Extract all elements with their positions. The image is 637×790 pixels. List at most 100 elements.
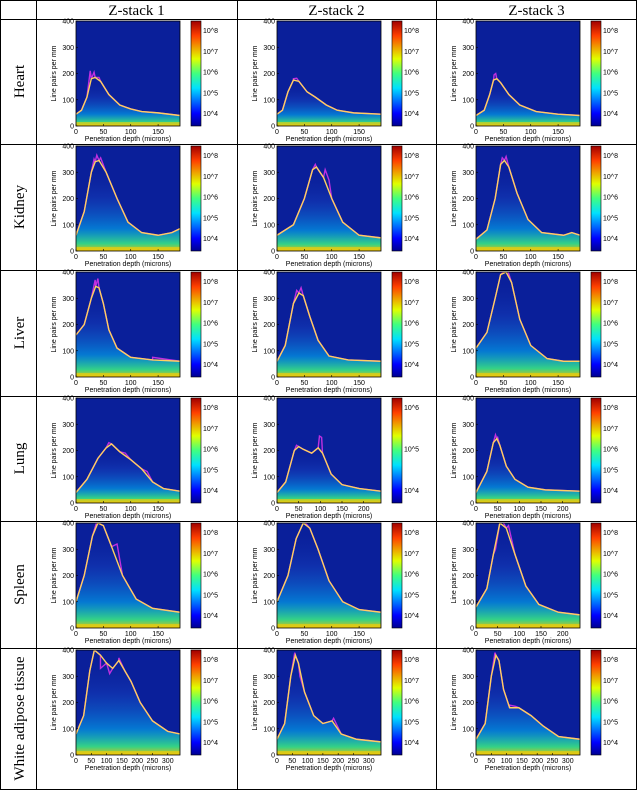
density-fill bbox=[277, 80, 381, 126]
colorbar-label: 10^4 bbox=[203, 613, 218, 620]
colorbar-label: 10^6 bbox=[404, 699, 419, 706]
colorbar bbox=[391, 397, 403, 504]
y-tick-label: 200 bbox=[62, 322, 74, 329]
colorbar-label: 10^4 bbox=[404, 613, 419, 620]
y-tick-label: 0 bbox=[70, 753, 74, 760]
x-tick-label: 0 bbox=[474, 631, 478, 638]
x-axis-label: Penetration depth (microns) bbox=[85, 638, 171, 645]
column-header: Z-stack 3 bbox=[508, 3, 564, 19]
y-axis-label: Line pairs per mm bbox=[451, 45, 458, 101]
y-tick-label: 0 bbox=[271, 249, 275, 256]
y-axis-label: Line pairs per mm bbox=[51, 45, 58, 101]
smoothed-curve bbox=[476, 437, 580, 493]
colorbar-label: 10^8 bbox=[404, 28, 419, 35]
x-tick-label: 100 bbox=[125, 129, 137, 136]
y-tick-label: 0 bbox=[470, 375, 474, 382]
y-tick-label: 400 bbox=[462, 648, 474, 655]
x-axis-label: Penetration depth (microns) bbox=[286, 638, 372, 645]
colorbar-label: 10^5 bbox=[203, 215, 218, 222]
colorbar-label: 10^7 bbox=[203, 300, 218, 307]
x-tick-label: 50 bbox=[99, 129, 107, 136]
density-base bbox=[476, 499, 580, 503]
y-tick-label: 300 bbox=[263, 296, 275, 303]
x-tick-label: 100 bbox=[302, 758, 314, 765]
colorbar-label: 10^7 bbox=[603, 426, 618, 433]
y-axis-label: Line pairs per mm bbox=[252, 45, 259, 101]
x-tick-label: 50 bbox=[499, 129, 507, 136]
colorbar-label: 10^7 bbox=[203, 551, 218, 558]
colorbar-label: 10^5 bbox=[404, 341, 419, 348]
x-tick-label: 200 bbox=[358, 506, 370, 513]
colorbar-label: 10^5 bbox=[603, 719, 618, 726]
colorbar-label: 10^7 bbox=[603, 174, 618, 181]
colorbar-label: 10^7 bbox=[404, 300, 419, 307]
y-tick-label: 0 bbox=[271, 753, 275, 760]
colorbar-label: 10^7 bbox=[404, 551, 419, 558]
y-tick-label: 400 bbox=[462, 521, 474, 528]
y-tick-label: 300 bbox=[62, 170, 74, 177]
colorbar-label: 10^4 bbox=[404, 740, 419, 747]
x-axis-label: Penetration depth (microns) bbox=[85, 387, 171, 394]
x-tick-label: 100 bbox=[125, 254, 137, 261]
x-tick-label: 0 bbox=[74, 758, 78, 765]
x-tick-label: 0 bbox=[74, 631, 78, 638]
y-tick-label: 400 bbox=[462, 396, 474, 403]
density-fill bbox=[476, 438, 580, 503]
y-tick-label: 100 bbox=[263, 222, 275, 229]
y-tick-label: 0 bbox=[271, 375, 275, 382]
y-tick-label: 400 bbox=[62, 19, 74, 26]
colorbar-label: 10^5 bbox=[603, 467, 618, 474]
smoothed-curve bbox=[277, 292, 381, 362]
x-tick-label: 50 bbox=[99, 506, 107, 513]
x-tick-label: 150 bbox=[353, 380, 365, 387]
colorbar-label: 10^6 bbox=[404, 572, 419, 579]
density-fill bbox=[476, 523, 580, 628]
y-tick-label: 0 bbox=[70, 375, 74, 382]
x-axis-label: Penetration depth (microns) bbox=[286, 513, 372, 520]
colorbar-label: 10^6 bbox=[603, 195, 618, 202]
y-tick-label: 300 bbox=[62, 296, 74, 303]
y-tick-label: 200 bbox=[462, 196, 474, 203]
x-tick-label: 100 bbox=[125, 631, 137, 638]
density-base bbox=[277, 122, 381, 126]
x-tick-label: 0 bbox=[275, 129, 279, 136]
x-tick-label: 100 bbox=[326, 631, 338, 638]
x-tick-label: 100 bbox=[326, 254, 338, 261]
x-axis-label: Penetration depth (microns) bbox=[286, 136, 372, 143]
x-axis-label: Penetration depth (microns) bbox=[485, 136, 571, 143]
smoothed-curve bbox=[277, 652, 381, 743]
colorbar-label: 10^7 bbox=[203, 49, 218, 56]
x-tick-label: 150 bbox=[152, 631, 164, 638]
y-tick-label: 100 bbox=[263, 726, 275, 733]
colorbar-label: 10^4 bbox=[603, 613, 618, 620]
x-tick-label: 50 bbox=[487, 758, 495, 765]
x-tick-label: 0 bbox=[74, 254, 78, 261]
x-tick-label: 100 bbox=[125, 380, 137, 387]
y-tick-label: 0 bbox=[70, 501, 74, 508]
y-tick-label: 400 bbox=[462, 19, 474, 26]
density-base bbox=[76, 751, 180, 755]
colorbar bbox=[391, 145, 403, 252]
colorbar-label: 10^4 bbox=[203, 111, 218, 118]
x-tick-label: 0 bbox=[275, 631, 279, 638]
x-tick-label: 100 bbox=[513, 506, 525, 513]
y-tick-label: 200 bbox=[62, 71, 74, 78]
x-axis-label: Penetration depth (microns) bbox=[85, 261, 171, 268]
colorbar-label: 10^8 bbox=[603, 153, 618, 160]
y-tick-label: 300 bbox=[263, 422, 275, 429]
colorbar-label: 10^6 bbox=[203, 321, 218, 328]
x-tick-label: 0 bbox=[74, 380, 78, 387]
colorbar-label: 10^8 bbox=[603, 279, 618, 286]
colorbar bbox=[590, 271, 602, 378]
y-tick-label: 100 bbox=[62, 474, 74, 481]
colorbar-label: 10^6 bbox=[203, 572, 218, 579]
smoothed-curve bbox=[76, 159, 180, 236]
